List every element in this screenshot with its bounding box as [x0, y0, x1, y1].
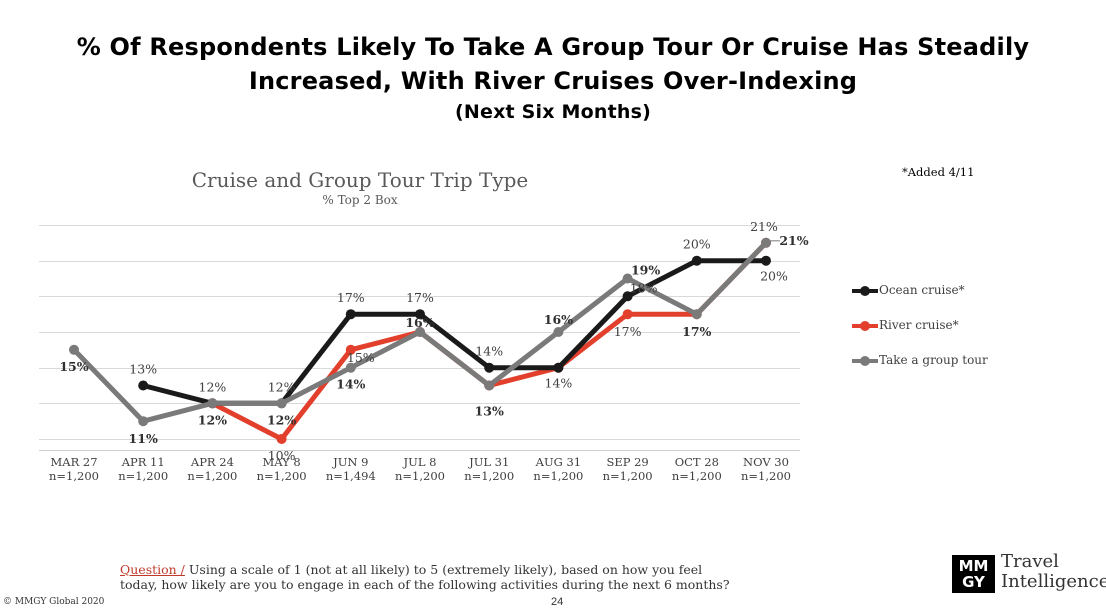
data-label-group: 15% — [59, 359, 88, 374]
question-body: Using a scale of 1 (not at all likely) t… — [120, 562, 730, 592]
legend-swatch-river — [852, 321, 878, 331]
data-point-group — [207, 398, 218, 409]
mmgy-logo: MM GY Travel Intelligence — [952, 552, 1106, 598]
data-label-ocean: 12% — [268, 379, 296, 394]
data-label-ocean: 12% — [199, 379, 227, 394]
data-point-group — [276, 398, 287, 409]
data-label-river: 15% — [347, 350, 375, 365]
data-point-group — [553, 327, 564, 337]
copyright: © MMGY Global 2020 — [3, 597, 105, 607]
x-tick-label: SEP 29 — [606, 455, 648, 469]
data-label-ocean: 20% — [683, 237, 711, 252]
data-label-group: 16% — [405, 315, 434, 330]
x-sample-size-label: n=1,200 — [118, 469, 168, 483]
question-label: Question / — [120, 562, 185, 577]
data-point-group — [484, 380, 495, 391]
chart-subtitle: % Top 2 Box — [322, 193, 398, 207]
data-point-ocean — [345, 309, 356, 320]
data-point-ocean — [138, 380, 149, 391]
x-sample-size-label: n=1,200 — [603, 469, 653, 483]
data-label-group: 12% — [198, 412, 227, 427]
x-tick-label: JUN 9 — [332, 455, 368, 469]
added-note: *Added 4/11 — [902, 165, 975, 179]
x-tick-label: OCT 28 — [675, 455, 719, 469]
data-point-group — [69, 344, 79, 355]
data-label-group: 16% — [544, 312, 573, 327]
data-label-ocean: 17% — [406, 290, 434, 305]
data-point-river — [622, 309, 633, 320]
headline-line-2: Increased, With River Cruises Over-Index… — [248, 67, 858, 95]
x-tick-label: MAY 8 — [263, 455, 301, 469]
x-tick-label: NOV 30 — [743, 455, 789, 469]
data-point-ocean — [484, 362, 495, 373]
data-label-group: 12% — [267, 412, 296, 427]
legend-label-ocean: Ocean cruise* — [879, 283, 965, 297]
x-tick-label: JUL 31 — [468, 455, 509, 469]
logo-mark: MM GY — [952, 555, 995, 593]
legend-label-group: Take a group tour — [879, 353, 988, 367]
logo-text-line-2: Intelligence — [1001, 571, 1106, 592]
data-point-ocean — [622, 291, 633, 302]
x-sample-size-label: n=1,200 — [741, 469, 791, 483]
question-text: Question / Using a scale of 1 (not at al… — [120, 562, 740, 592]
data-label-group: 14% — [336, 377, 365, 392]
data-label-group: 21% — [779, 233, 808, 248]
x-sample-size-label: n=1,200 — [395, 469, 445, 483]
data-label-river: 14% — [545, 376, 573, 391]
logo-mark-top: MM — [958, 557, 989, 575]
x-sample-size-label: n=1,200 — [464, 469, 514, 483]
data-point-group — [415, 327, 425, 337]
x-sample-size-label: n=1,200 — [533, 469, 583, 483]
headline-line-3: (Next Six Months) — [455, 101, 651, 123]
data-label-river: 10% — [268, 448, 296, 463]
logo-mark-bottom: GY — [962, 573, 985, 591]
legend-swatch-ocean — [852, 286, 878, 296]
data-label-group: 19% — [631, 263, 660, 278]
data-label-ocean: 18% — [630, 280, 658, 295]
headline-line-1: % Of Respondents Likely To Take A Group … — [76, 33, 1030, 61]
data-label-river: 17% — [614, 324, 642, 339]
x-tick-label: MAR 27 — [50, 455, 97, 469]
x-tick-label: APR 11 — [121, 455, 165, 469]
data-label-river: 21% — [750, 219, 778, 234]
x-sample-size-label: n=1,200 — [672, 469, 722, 483]
data-point-group — [345, 362, 356, 373]
data-label-group: 13% — [475, 404, 504, 419]
x-sample-size-label: n=1,494 — [326, 469, 376, 483]
data-label-group: 17% — [682, 324, 711, 339]
data-label-ocean: 20% — [760, 269, 788, 284]
x-tick-label: APR 24 — [190, 455, 234, 469]
logo-text-line-1: Travel — [1001, 551, 1059, 572]
data-label-ocean: 14% — [475, 344, 503, 359]
data-label-ocean: 13% — [129, 362, 157, 377]
legend-label-river: River cruise* — [879, 318, 959, 332]
legend-swatch-group — [852, 356, 878, 366]
data-label-ocean: 17% — [337, 290, 365, 305]
data-point-group — [138, 416, 149, 427]
data-point-group — [761, 237, 771, 248]
x-tick-label: AUG 31 — [535, 455, 581, 469]
logo-text: Travel Intelligence — [1001, 552, 1106, 592]
x-sample-size-label: n=1,200 — [257, 469, 307, 483]
data-label-group: 11% — [129, 431, 158, 446]
page-number: 24 — [551, 596, 564, 608]
x-tick-label: JUL 8 — [403, 455, 437, 469]
data-point-ocean — [553, 362, 564, 373]
x-sample-size-label: n=1,200 — [49, 469, 99, 483]
data-point-river — [345, 344, 356, 355]
data-point-group — [691, 309, 702, 320]
chart-title: Cruise and Group Tour Trip Type — [191, 168, 529, 192]
data-point-ocean — [761, 255, 771, 266]
x-sample-size-label: n=1,200 — [187, 469, 237, 483]
data-point-ocean — [415, 309, 425, 320]
data-point-group — [622, 273, 633, 284]
data-point-ocean — [691, 255, 702, 266]
data-point-river — [276, 434, 287, 444]
